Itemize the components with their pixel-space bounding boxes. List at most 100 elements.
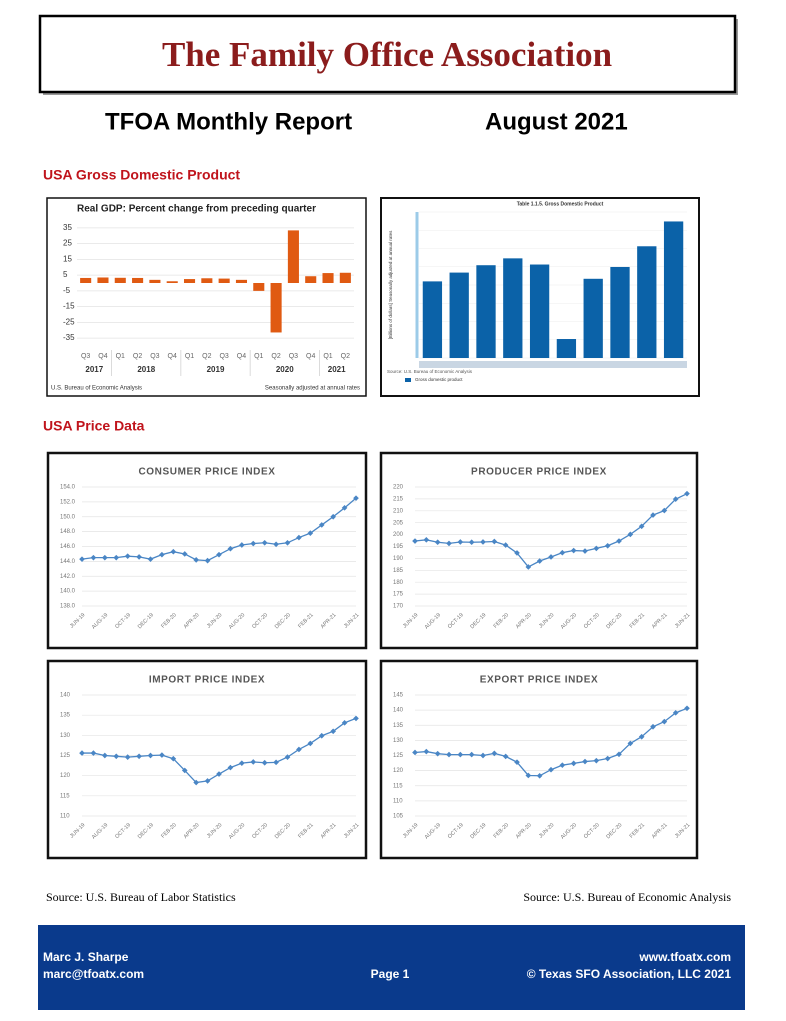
point-marker (582, 548, 588, 554)
y-tick-label: 152.0 (60, 499, 76, 505)
point-marker (491, 750, 498, 757)
point-marker (318, 522, 325, 528)
x-tick-label: Q4 (237, 353, 246, 360)
y-tick-label: 35 (63, 223, 72, 232)
point-marker (548, 554, 554, 560)
point-marker (650, 512, 656, 518)
point-marker (330, 513, 336, 520)
y-tick-label: 115 (393, 783, 403, 789)
point-marker (491, 538, 498, 545)
x-tick-label: Q2 (341, 353, 350, 360)
point-marker (661, 507, 668, 514)
chart-source: Source: U.S. Bureau of Economic Analysis (387, 369, 473, 374)
y-tick-label: -25 (63, 317, 75, 326)
x-tick-label: Q3 (289, 353, 298, 360)
point-marker (284, 754, 291, 760)
bar (201, 278, 213, 283)
point-marker (457, 751, 464, 758)
y-tick-label: 145 (393, 693, 404, 699)
footer-website: www.tfoatx.com (638, 950, 731, 964)
point-marker (147, 752, 154, 759)
point-marker (204, 778, 211, 784)
bar (80, 277, 92, 283)
point-marker (548, 766, 554, 773)
point-marker (227, 545, 234, 552)
chart-frame (46, 197, 367, 397)
x-tick-label: Q1 (254, 353, 263, 360)
y-tick-label: 120 (60, 773, 71, 779)
source-note: Source: U.S. Bureau of Labor Statistics (46, 890, 236, 904)
legend-label: Gross domestic product (415, 377, 463, 382)
point-marker (672, 710, 679, 716)
y-tick-label: 175 (393, 592, 404, 598)
point-marker (113, 554, 120, 561)
point-marker (638, 523, 645, 530)
point-marker (525, 564, 532, 570)
point-marker (684, 705, 690, 712)
point-marker (318, 732, 325, 739)
bar (322, 273, 334, 283)
point-marker (661, 718, 668, 725)
point-marker (446, 751, 452, 758)
point-marker (296, 746, 302, 753)
x-tick-label: Q1 (323, 353, 332, 360)
point-marker (593, 545, 600, 552)
chart-title: PRODUCER PRICE INDEX (471, 467, 607, 478)
point-marker (124, 553, 131, 559)
y-tick-label: 125 (393, 753, 404, 759)
footer-name: Marc J. Sharpe (43, 950, 129, 964)
point-marker (296, 534, 302, 541)
x-tick-label: Q3 (219, 353, 228, 360)
point-marker (457, 539, 464, 545)
y-tick-label: 140 (60, 693, 71, 699)
point-marker (250, 759, 257, 765)
y-tick-label: -5 (63, 286, 71, 295)
y-tick-label: 185 (393, 568, 404, 574)
header-box (38, 14, 737, 94)
point-marker (446, 540, 452, 547)
point-marker (604, 755, 611, 762)
x-tick-label: Q4 (98, 353, 107, 360)
bar (166, 281, 178, 283)
y-tick-label: 180 (393, 580, 404, 586)
point-marker (525, 772, 532, 779)
bar (149, 279, 161, 283)
bar (287, 230, 299, 283)
point-marker (330, 728, 336, 735)
point-marker (412, 749, 418, 756)
point-marker (170, 755, 177, 762)
point-marker (423, 748, 430, 755)
bar (235, 279, 248, 283)
y-tick-label: 110 (60, 814, 70, 820)
axis-strip (419, 361, 687, 368)
y-tick-label: 195 (393, 544, 404, 550)
y-tick-label: 115 (60, 793, 70, 799)
bar (583, 278, 603, 358)
point-marker (193, 557, 199, 563)
point-marker (616, 538, 622, 544)
y-tick-label: 140.0 (60, 589, 76, 595)
x-tick-label: Q2 (271, 353, 280, 360)
y-tick-label: 205 (393, 520, 404, 526)
report-date: August 2021 (485, 108, 628, 135)
y-tick-label: 5 (63, 270, 68, 279)
y-axis-label: [Billions of dollars] Seasonally adjuste… (388, 230, 393, 340)
point-marker (434, 750, 441, 757)
point-marker (239, 760, 245, 766)
year-label: 2021 (328, 365, 346, 374)
bar (529, 264, 550, 358)
year-label: 2019 (207, 365, 225, 374)
point-marker (514, 550, 520, 556)
y-tick-label: 190 (393, 556, 404, 562)
bar (449, 272, 469, 358)
point-marker (113, 753, 120, 760)
point-marker (227, 764, 234, 771)
point-marker (250, 540, 257, 547)
y-tick-label: 15 (63, 254, 72, 263)
bar (610, 266, 630, 358)
point-marker (181, 767, 188, 774)
y-tick-label: 200 (393, 532, 404, 538)
y-tick-label: 125 (60, 753, 71, 759)
point-marker (307, 530, 314, 536)
